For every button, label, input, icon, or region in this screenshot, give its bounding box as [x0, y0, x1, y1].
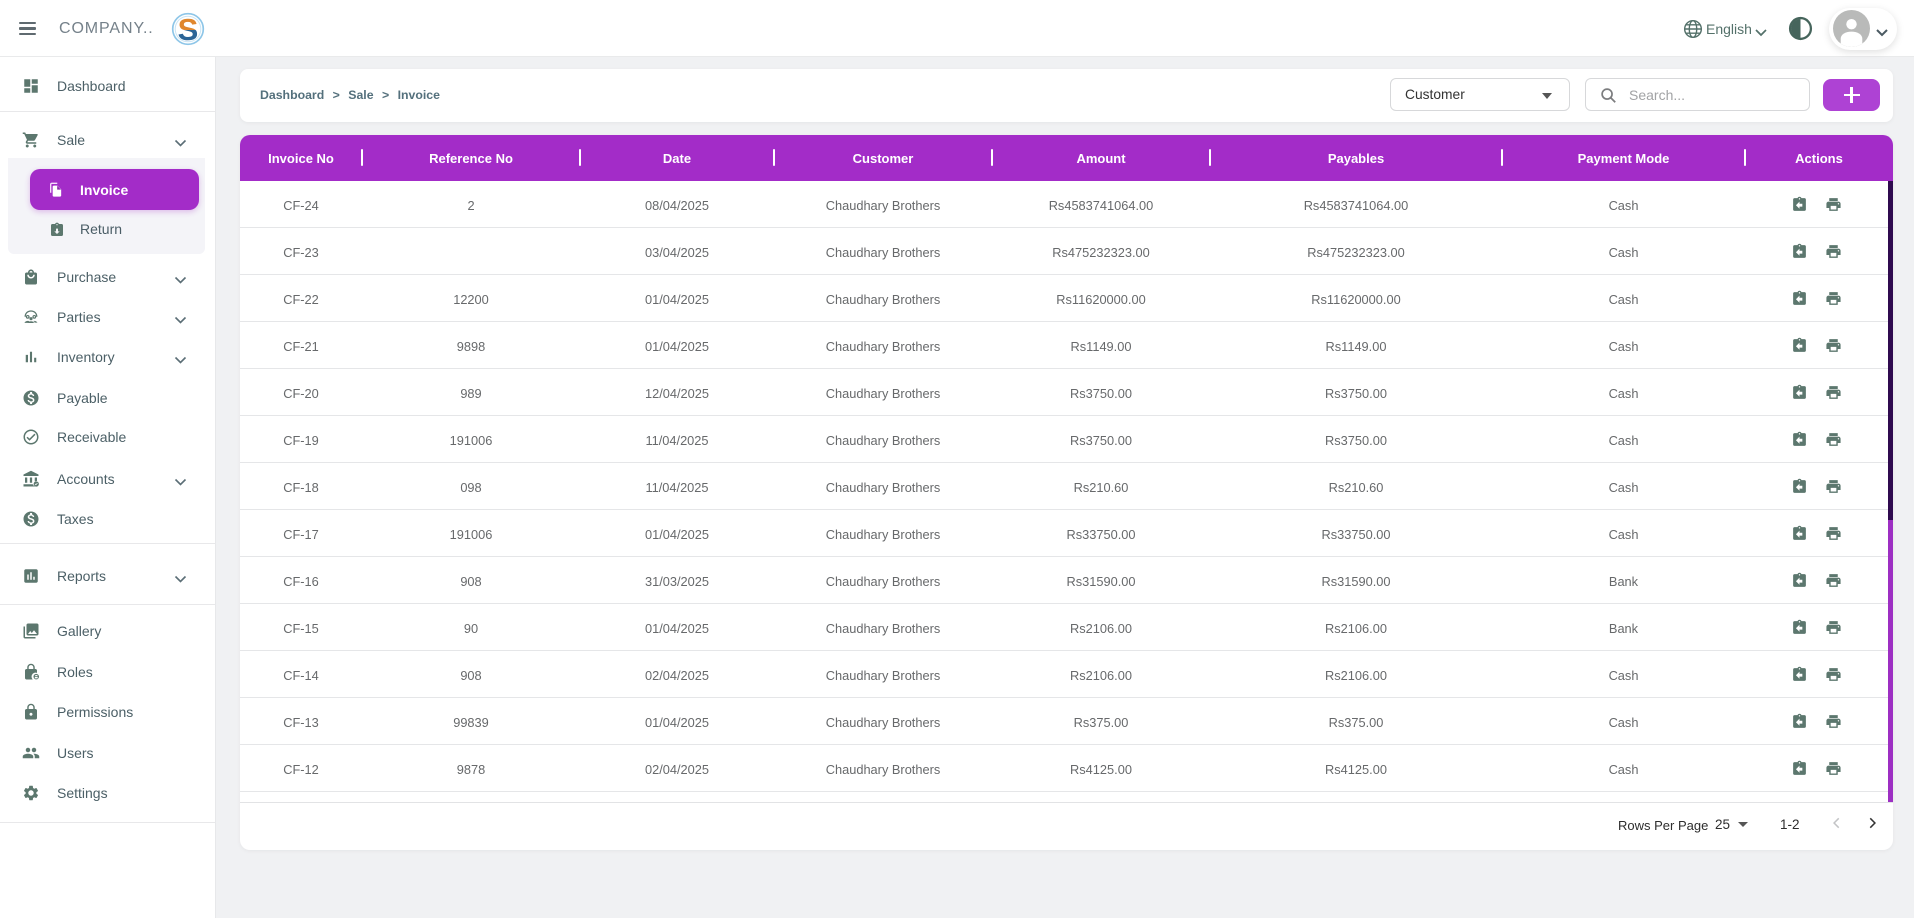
svg-text:S: S [178, 12, 199, 47]
